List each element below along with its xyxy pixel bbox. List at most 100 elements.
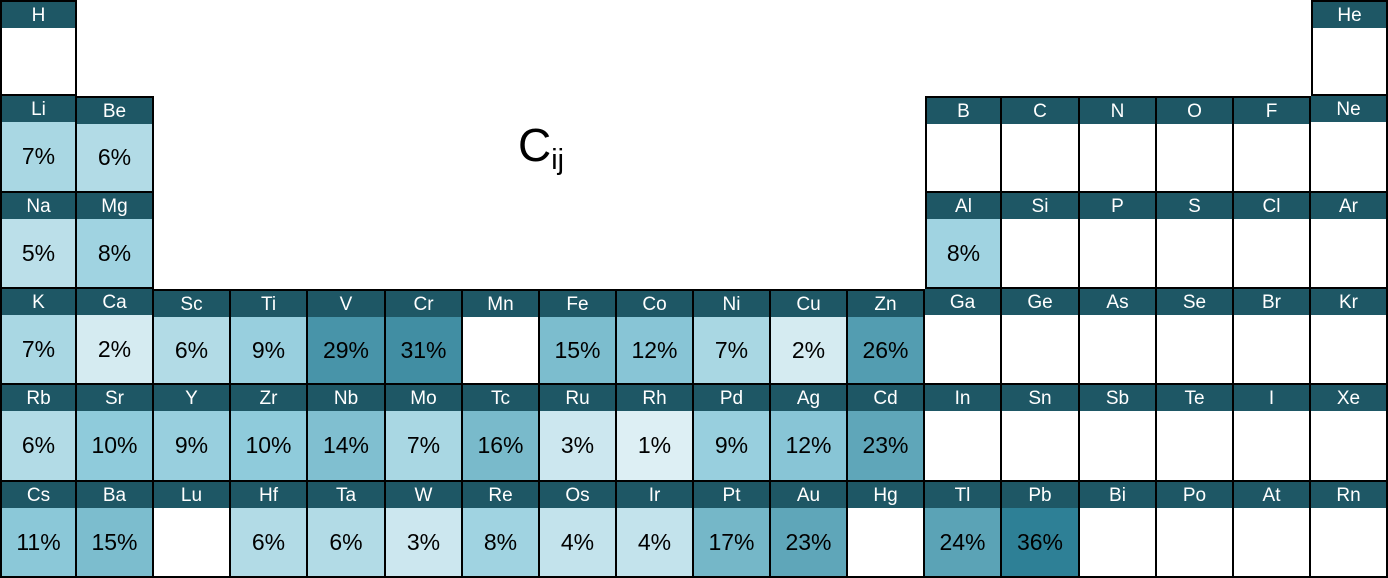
element-cell-c: C: [1002, 96, 1080, 193]
element-symbol: Rh: [617, 385, 692, 411]
element-symbol: Ni: [694, 291, 769, 317]
element-value: [463, 317, 538, 383]
element-symbol: Be: [77, 98, 152, 124]
element-cell-s: S: [1157, 193, 1234, 289]
element-cell-i: I: [1234, 385, 1311, 482]
element-symbol: Sn: [1002, 385, 1078, 411]
element-value: 8%: [927, 219, 1000, 287]
element-value: 8%: [77, 219, 152, 287]
element-value: 4%: [540, 508, 615, 576]
element-symbol: Te: [1157, 385, 1232, 411]
element-symbol: C: [1002, 98, 1078, 124]
element-cell-po: Po: [1157, 482, 1234, 578]
element-cell-cs: Cs 11%: [0, 482, 77, 578]
element-symbol: In: [925, 385, 1000, 411]
chart-title-base: C: [518, 119, 552, 171]
element-value: [1080, 315, 1155, 383]
element-symbol: Tc: [463, 385, 538, 411]
element-cell-f: F: [1234, 96, 1311, 193]
element-cell-o: O: [1157, 96, 1234, 193]
element-cell-cl: Cl: [1234, 193, 1311, 289]
element-symbol: Nb: [308, 385, 384, 411]
element-symbol: Os: [540, 482, 615, 508]
element-symbol: P: [1080, 193, 1155, 219]
element-symbol: Xe: [1311, 385, 1386, 411]
element-symbol: Ge: [1002, 289, 1078, 315]
element-cell-at: At: [1234, 482, 1311, 578]
element-cell-ru: Ru 3%: [540, 385, 617, 482]
element-value: [1002, 124, 1078, 191]
element-value: 24%: [925, 508, 1000, 576]
element-cell-y: Y 9%: [154, 385, 231, 482]
element-value: [1311, 411, 1386, 480]
element-symbol: Li: [2, 96, 75, 122]
element-value: 7%: [2, 315, 75, 383]
element-cell-cr: Cr 31%: [386, 289, 463, 385]
element-cell-mo: Mo 7%: [386, 385, 463, 482]
element-value: [1002, 219, 1078, 287]
element-value: [925, 411, 1000, 480]
element-symbol: Cl: [1234, 193, 1309, 219]
element-symbol: Zr: [231, 385, 306, 411]
element-value: 6%: [308, 508, 384, 576]
element-cell-li: Li 7%: [0, 96, 77, 193]
element-value: [1234, 219, 1309, 287]
chart-title-subscript: ij: [551, 143, 564, 176]
element-value: 9%: [154, 411, 229, 480]
element-value: [1311, 315, 1386, 383]
element-cell-si: Si: [1002, 193, 1080, 289]
element-value: 1%: [617, 411, 692, 480]
element-value: 7%: [694, 317, 769, 383]
element-value: 3%: [540, 411, 615, 480]
element-cell-rh: Rh 1%: [617, 385, 694, 482]
element-value: [1234, 508, 1309, 576]
element-value: 6%: [2, 411, 75, 480]
element-symbol: Pb: [1002, 482, 1078, 508]
element-symbol: Cd: [848, 385, 923, 411]
element-value: 14%: [308, 411, 384, 480]
element-cell-hg: Hg: [848, 482, 925, 578]
element-value: 10%: [77, 411, 152, 480]
element-value: 2%: [771, 317, 846, 383]
element-cell-ag: Ag 12%: [771, 385, 848, 482]
element-cell-in: In: [925, 385, 1002, 482]
element-symbol: I: [1234, 385, 1309, 411]
element-cell-as: As: [1080, 289, 1157, 385]
element-symbol: At: [1234, 482, 1309, 508]
element-symbol: Rn: [1311, 482, 1386, 508]
element-value: 26%: [848, 317, 923, 383]
element-value: 29%: [308, 317, 384, 383]
element-symbol: Ar: [1311, 193, 1386, 219]
element-value: 9%: [694, 411, 769, 480]
element-cell-zn: Zn 26%: [848, 289, 925, 385]
element-value: [1157, 508, 1232, 576]
element-value: [1157, 219, 1232, 287]
element-symbol: As: [1080, 289, 1155, 315]
element-symbol: Al: [927, 193, 1000, 219]
element-cell-co: Co 12%: [617, 289, 694, 385]
element-symbol: N: [1080, 98, 1155, 124]
element-symbol: Mo: [386, 385, 461, 411]
element-value: [1080, 508, 1155, 576]
element-cell-mg: Mg 8%: [77, 193, 154, 289]
element-value: 8%: [463, 508, 538, 576]
element-value: 9%: [231, 317, 306, 383]
element-cell-sb: Sb: [1080, 385, 1157, 482]
element-symbol: Mn: [463, 291, 538, 317]
element-symbol: Ir: [617, 482, 692, 508]
element-cell-mn: Mn: [463, 289, 540, 385]
element-symbol: Ca: [77, 289, 152, 315]
element-symbol: Ba: [77, 482, 152, 508]
element-symbol: Co: [617, 291, 692, 317]
element-cell-tl: Tl 24%: [925, 482, 1002, 578]
element-cell-ca: Ca 2%: [77, 289, 154, 385]
element-cell-xe: Xe: [1311, 385, 1388, 482]
element-cell-sn: Sn: [1002, 385, 1080, 482]
element-symbol: Ne: [1311, 96, 1386, 122]
element-value: [1157, 411, 1232, 480]
element-symbol: Ru: [540, 385, 615, 411]
element-cell-se: Se: [1157, 289, 1234, 385]
element-cell-v: V 29%: [308, 289, 386, 385]
element-cell-zr: Zr 10%: [231, 385, 308, 482]
